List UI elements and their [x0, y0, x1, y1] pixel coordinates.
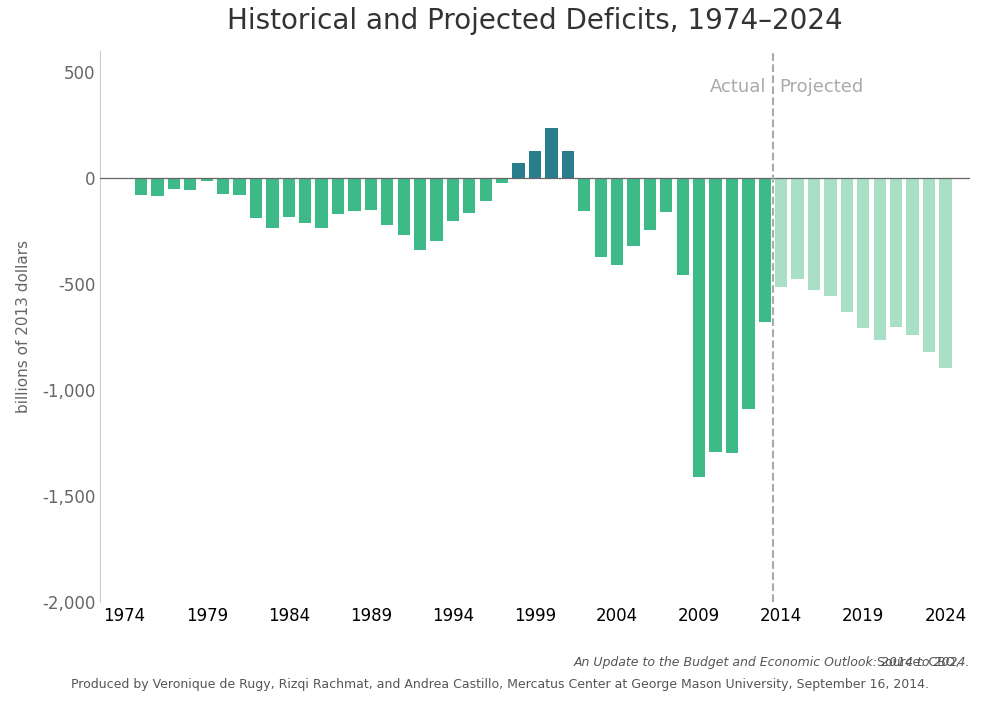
- Bar: [611, 178, 623, 265]
- Bar: [283, 178, 295, 217]
- Bar: [332, 178, 344, 213]
- Bar: [430, 178, 443, 241]
- Bar: [151, 178, 164, 196]
- Bar: [660, 178, 672, 212]
- Text: Actual: Actual: [710, 78, 766, 96]
- Bar: [578, 178, 590, 212]
- Bar: [824, 178, 837, 296]
- Bar: [627, 178, 640, 246]
- Text: An Update to the Budget and Economic Outlook: 2014 to 2024.: An Update to the Budget and Economic Out…: [574, 656, 970, 669]
- Bar: [808, 178, 820, 290]
- Bar: [348, 178, 361, 211]
- Bar: [759, 178, 771, 322]
- Bar: [726, 178, 738, 453]
- Bar: [398, 178, 410, 235]
- Bar: [874, 178, 886, 340]
- Bar: [168, 178, 180, 189]
- Title: Historical and Projected Deficits, 1974–2024: Historical and Projected Deficits, 1974–…: [227, 7, 843, 35]
- Text: Projected: Projected: [780, 78, 864, 96]
- Bar: [545, 128, 558, 178]
- Bar: [693, 178, 705, 477]
- Bar: [742, 178, 755, 409]
- Bar: [939, 178, 952, 368]
- Bar: [496, 178, 508, 183]
- Bar: [709, 178, 722, 452]
- Bar: [381, 178, 393, 225]
- Bar: [841, 178, 853, 312]
- Bar: [480, 178, 492, 201]
- Bar: [644, 178, 656, 231]
- Bar: [791, 178, 804, 279]
- Text: Produced by Veronique de Rugy, Rizqi Rachmat, and Andrea Castillo, Mercatus Cent: Produced by Veronique de Rugy, Rizqi Rac…: [71, 678, 929, 691]
- Bar: [250, 178, 262, 218]
- Bar: [857, 178, 869, 328]
- Bar: [414, 178, 426, 250]
- Bar: [562, 151, 574, 178]
- Bar: [775, 178, 787, 287]
- Bar: [890, 178, 902, 327]
- Bar: [315, 178, 328, 228]
- Bar: [677, 178, 689, 276]
- Bar: [447, 178, 459, 221]
- Bar: [595, 178, 607, 257]
- Bar: [184, 178, 196, 191]
- Bar: [299, 178, 311, 223]
- Bar: [135, 178, 147, 194]
- Bar: [233, 178, 246, 194]
- Bar: [529, 152, 541, 178]
- Bar: [201, 178, 213, 181]
- Bar: [906, 178, 919, 334]
- Bar: [118, 178, 131, 179]
- Y-axis label: billions of 2013 dollars: billions of 2013 dollars: [16, 240, 31, 413]
- Bar: [463, 178, 475, 212]
- Bar: [512, 163, 525, 178]
- Bar: [217, 178, 229, 194]
- Bar: [365, 178, 377, 210]
- Bar: [266, 178, 279, 228]
- Text: Source: CBO,: Source: CBO,: [877, 656, 963, 669]
- Bar: [923, 178, 935, 352]
